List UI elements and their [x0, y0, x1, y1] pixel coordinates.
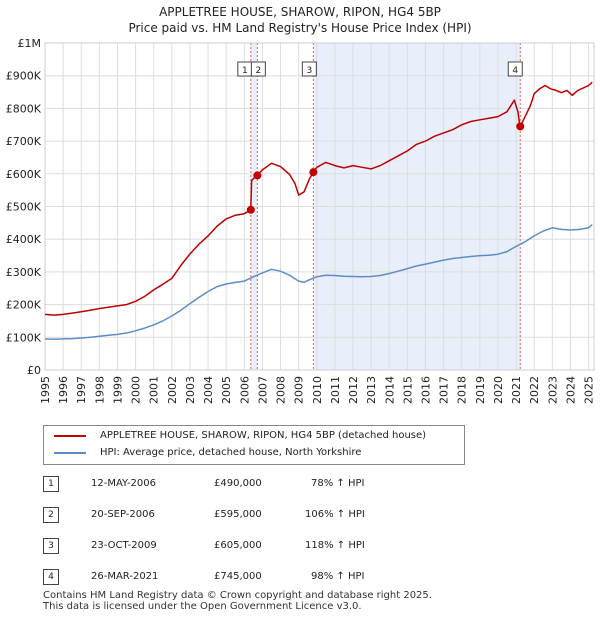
sale-date: 12-MAY-2006: [91, 478, 157, 489]
y-tick-label: £200K: [6, 299, 42, 312]
chart-title-line2: Price paid vs. HM Land Registry's House …: [128, 21, 472, 35]
x-tick-label: 1997: [75, 376, 88, 404]
sale-number-box: 3: [301, 61, 317, 77]
sale-price: £595,000: [214, 509, 262, 520]
sale-date: 26-MAR-2021: [91, 571, 159, 582]
y-tick-label: £700K: [6, 135, 42, 148]
sale-hpi: 106% ↑ HPI: [305, 509, 365, 520]
sale-hpi: 78% ↑ HPI: [311, 478, 365, 489]
x-tick-label: 2016: [419, 376, 432, 404]
x-tick-label: 2003: [184, 376, 197, 404]
footer: Contains HM Land Registry data © Crown c…: [43, 590, 432, 612]
x-tick-label: 2005: [220, 376, 233, 404]
x-tick-label: 2002: [166, 376, 179, 404]
sale-number-box: 4: [507, 61, 523, 77]
x-tick-label: 2019: [474, 376, 487, 404]
plot-frame: [44, 42, 595, 371]
y-tick-label: £900K: [6, 70, 42, 83]
x-tick-label: 1998: [93, 376, 106, 404]
sale-price: £605,000: [214, 540, 262, 551]
x-tick-label: 2004: [202, 376, 215, 404]
sale-point: [253, 171, 262, 180]
sale-price: £745,000: [214, 571, 262, 582]
sale-date: 20-SEP-2006: [91, 509, 155, 520]
sale-number: 1: [43, 476, 59, 492]
sale-box-label: 4: [512, 66, 518, 76]
y-tick-label: £400K: [6, 233, 42, 246]
sale-hpi: 98% ↑ HPI: [311, 571, 365, 582]
x-tick-label: 2022: [528, 376, 541, 404]
sale-price: £490,000: [214, 478, 262, 489]
y-tick-label: £800K: [6, 102, 42, 115]
x-tick-label: 2011: [329, 376, 342, 404]
sale-box-label: 3: [306, 66, 312, 76]
x-tick-label: 2000: [130, 376, 143, 404]
x-tick-label: 2014: [383, 376, 396, 404]
y-tick-label: £100K: [6, 331, 42, 344]
x-tick-label: 2025: [583, 376, 596, 404]
sale-number: 4: [43, 569, 59, 585]
sale-number: 2: [43, 507, 59, 523]
footer-copyright: Contains HM Land Registry data © Crown c…: [43, 590, 432, 601]
x-tick-label: 2001: [148, 376, 161, 404]
sale-box-frame: [301, 61, 317, 77]
legend: APPLETREE HOUSE, SHAROW, RIPON, HG4 5BP …: [43, 425, 465, 465]
sale-date: 23-OCT-2009: [91, 540, 157, 551]
property-price-line: [44, 81, 593, 316]
x-tick-label: 2018: [456, 376, 469, 404]
x-tick-label: 1996: [57, 376, 70, 404]
x-tick-label: 2017: [438, 376, 451, 404]
x-tick-label: 2015: [401, 376, 414, 404]
y-tick-label: £0: [27, 364, 41, 377]
sale-number: 3: [43, 538, 59, 554]
x-tick-label: 2023: [546, 376, 559, 404]
sale-point: [516, 122, 525, 131]
sale-box-label: 1: [242, 66, 248, 76]
sale-box-frame: [250, 61, 266, 77]
x-tick-label: 2010: [311, 376, 324, 404]
legend-swatch-hpi: [54, 452, 86, 454]
y-tick-label: £600K: [6, 168, 42, 181]
x-tick-label: 2013: [365, 376, 378, 404]
x-tick-label: 2007: [256, 376, 269, 404]
x-tick-label: 2012: [347, 376, 360, 404]
sale-number-box: 2: [250, 61, 266, 77]
x-tick-label: 2008: [275, 376, 288, 404]
sale-box-label: 2: [255, 66, 261, 76]
sale-hpi: 118% ↑ HPI: [305, 540, 365, 551]
x-tick-label: 2006: [238, 376, 251, 404]
x-tick-label: 2020: [492, 376, 505, 404]
footer-licence: This data is licensed under the Open Gov…: [43, 601, 362, 612]
y-tick-label: £500K: [6, 201, 42, 214]
hpi-line: [44, 223, 593, 341]
x-tick-label: 2024: [564, 376, 577, 404]
y-tick-label: £300K: [6, 266, 42, 279]
legend-label-hpi: HPI: Average price, detached house, Nort…: [100, 447, 362, 458]
x-tick-label: 2009: [293, 376, 306, 404]
legend-swatch-property: [54, 435, 86, 437]
chart-title-line1: APPLETREE HOUSE, SHAROW, RIPON, HG4 5BP: [159, 5, 441, 19]
y-tick-label: £1M: [18, 37, 42, 50]
x-tick-label: 2021: [510, 376, 523, 404]
price-chart: £0 £100K £200K £300K £400K £500K £600K £700K £80…: [6, 37, 596, 404]
sale-point: [246, 205, 255, 214]
sale-number-box: 1: [237, 61, 253, 77]
legend-label-property: APPLETREE HOUSE, SHAROW, RIPON, HG4 5BP …: [100, 430, 427, 441]
sale-box-frame: [507, 61, 523, 77]
x-tick-label: 1995: [39, 376, 52, 404]
sale-point: [309, 168, 318, 177]
x-tick-label: 1999: [111, 376, 124, 404]
